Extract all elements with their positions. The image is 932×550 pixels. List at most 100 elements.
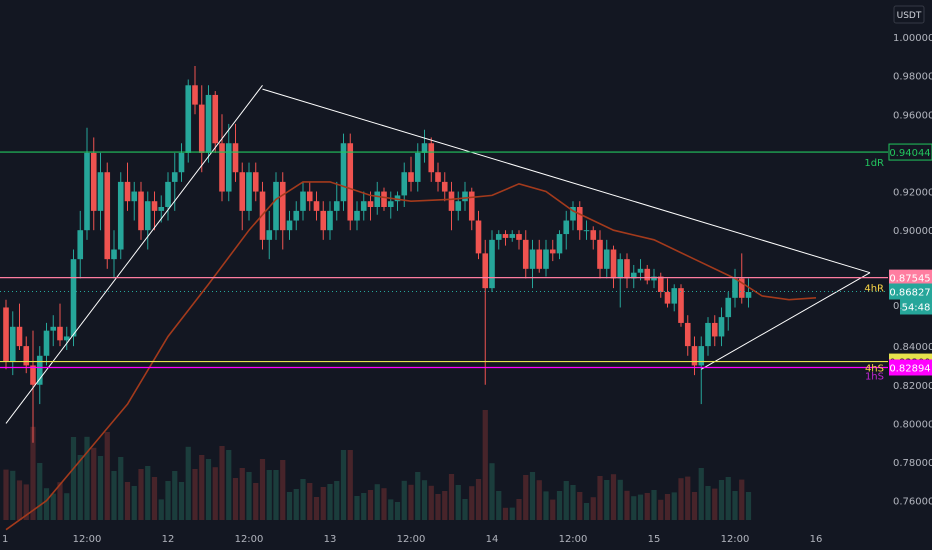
volume-bars bbox=[3, 410, 752, 520]
candle-body bbox=[374, 191, 381, 208]
candle-body bbox=[232, 143, 239, 173]
volume-bar bbox=[30, 426, 36, 520]
volume-bar bbox=[37, 463, 43, 520]
volume-bar bbox=[583, 503, 590, 520]
price-label-box bbox=[889, 359, 932, 376]
volume-bar bbox=[104, 432, 110, 520]
volume-bar bbox=[435, 494, 441, 520]
volume-bar bbox=[563, 481, 569, 520]
price-label-text: 0.82894 bbox=[889, 363, 930, 374]
price-tick: 0.84000 bbox=[893, 342, 932, 353]
volume-bar bbox=[448, 474, 455, 520]
candle-body bbox=[367, 201, 374, 208]
trendline bbox=[262, 88, 871, 274]
volume-bar bbox=[482, 410, 488, 520]
time-tick: 12:00 bbox=[235, 534, 264, 545]
candle-body bbox=[50, 326, 57, 331]
ma-line bbox=[5, 181, 817, 531]
candle-body bbox=[718, 317, 725, 337]
volume-bar bbox=[671, 492, 677, 520]
volume-bar bbox=[70, 437, 77, 520]
volume-bar bbox=[685, 476, 691, 520]
volume-bar bbox=[705, 486, 711, 520]
candle-body bbox=[293, 210, 300, 221]
candle-body bbox=[617, 259, 624, 279]
volume-bar bbox=[408, 484, 414, 520]
volume-bar bbox=[199, 455, 205, 520]
horizontal-levels bbox=[0, 151, 888, 369]
candle-body bbox=[9, 326, 16, 362]
candle-body bbox=[16, 326, 23, 347]
volume-bar bbox=[334, 481, 340, 520]
volume-bar bbox=[327, 484, 333, 520]
candle-body bbox=[178, 152, 185, 173]
candle-body bbox=[63, 336, 70, 341]
candles bbox=[3, 65, 752, 443]
candle-body bbox=[543, 249, 549, 269]
volume-bar bbox=[111, 471, 117, 520]
candle-body bbox=[117, 181, 124, 250]
volume-bar bbox=[280, 460, 286, 520]
candle-body bbox=[610, 249, 617, 279]
volume-bar bbox=[624, 490, 630, 520]
volume-bar bbox=[16, 480, 23, 520]
candle-body bbox=[252, 172, 259, 192]
volume-bar bbox=[259, 459, 266, 520]
candle-body bbox=[711, 322, 718, 337]
candle-body bbox=[131, 191, 138, 202]
level-tag: 4hR bbox=[864, 284, 884, 295]
volume-bar bbox=[523, 475, 529, 520]
volume-bar bbox=[381, 488, 387, 520]
level-tag: 1hS bbox=[865, 371, 884, 382]
volume-bar bbox=[401, 480, 407, 520]
volume-bar bbox=[84, 436, 90, 520]
candle-body bbox=[684, 322, 691, 347]
volume-bar bbox=[462, 499, 468, 520]
currency-badge[interactable] bbox=[893, 5, 925, 24]
candle-body bbox=[70, 259, 77, 337]
candle-body bbox=[327, 210, 333, 231]
volume-bar bbox=[178, 482, 185, 520]
volume-bar bbox=[23, 484, 29, 520]
price-label-box bbox=[889, 269, 932, 286]
candle-body bbox=[482, 253, 489, 289]
candle-body bbox=[381, 191, 387, 208]
volume-bar bbox=[732, 491, 738, 520]
candle-body bbox=[23, 346, 30, 366]
candle-body bbox=[583, 230, 590, 232]
candle-body bbox=[603, 249, 610, 269]
volume-bar bbox=[475, 479, 482, 520]
candle-body bbox=[90, 152, 97, 211]
time-tick: 12:00 bbox=[73, 534, 102, 545]
candle-body bbox=[435, 172, 441, 182]
volume-bar bbox=[205, 459, 212, 520]
price-label-text: 0.87545 bbox=[889, 274, 930, 285]
candle-body bbox=[428, 143, 435, 173]
volume-bar bbox=[590, 497, 596, 520]
candle-body bbox=[286, 220, 293, 231]
volume-bar bbox=[725, 477, 731, 520]
candle-body bbox=[489, 239, 495, 289]
candle-body bbox=[556, 234, 563, 254]
volume-bar bbox=[50, 493, 56, 520]
candle-body bbox=[279, 181, 286, 231]
volume-bar bbox=[91, 447, 97, 520]
volume-bar bbox=[637, 494, 644, 520]
volume-bar bbox=[138, 469, 144, 520]
volume-bar bbox=[698, 468, 704, 520]
volume-bar bbox=[651, 490, 657, 520]
candle-body bbox=[300, 191, 306, 211]
volume-bar bbox=[597, 476, 603, 520]
candle-body bbox=[266, 230, 273, 240]
price-label-text: 0.94044 bbox=[889, 148, 930, 159]
candle-body bbox=[36, 355, 43, 385]
countdown-text: 54:48 bbox=[902, 303, 931, 314]
candle-body bbox=[212, 94, 219, 144]
candle-body bbox=[124, 181, 131, 202]
candle-body bbox=[678, 288, 684, 323]
candle-body bbox=[3, 307, 9, 362]
candle-body bbox=[144, 201, 151, 231]
volume-bar bbox=[313, 497, 320, 520]
volume-bar bbox=[246, 472, 252, 520]
